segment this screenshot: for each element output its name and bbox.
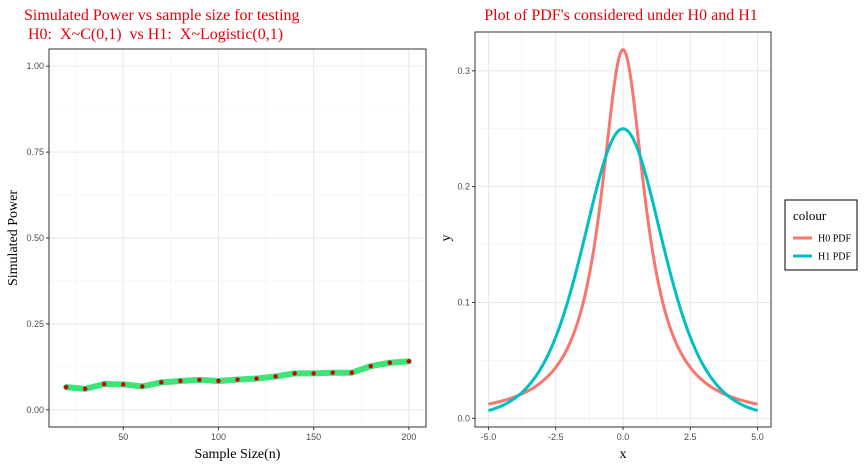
legend-label-h1-pdf: H1 PDF (818, 252, 852, 263)
power-chart-title-line2: H0: X~C(0,1) vs H1: X~Logistic(0,1) (24, 26, 283, 43)
power-point (140, 384, 145, 389)
power-point (121, 382, 126, 387)
power-chart-title-line1: Simulated Power vs sample size for testi… (24, 7, 300, 24)
pdf-chart-xlabel: x (620, 447, 627, 462)
power-y-tick-label: 0.00 (26, 405, 44, 415)
power-line (63, 358, 412, 392)
power-chart-xlabel: Sample Size(n) (195, 447, 281, 462)
power-y-tick-label: 0.75 (26, 147, 44, 157)
pdf-y-tick-label: 0.2 (457, 182, 470, 192)
power-point (159, 380, 164, 385)
pdf-y-tick-label: 0.0 (457, 413, 470, 423)
power-y-tick-label: 0.50 (26, 233, 44, 243)
h1-pdf-line (488, 127, 758, 413)
power-y-tick-label: 0.25 (26, 319, 44, 329)
power-point (216, 378, 221, 384)
power-chart: Simulated Power vs sample size for testi… (6, 7, 427, 462)
power-point (102, 381, 107, 387)
pdf-chart: Plot of PDF's considered under H0 and H1… (439, 7, 858, 462)
pdf-chart-series (488, 48, 758, 413)
pdf-x-tick-label: 0.0 (617, 432, 630, 442)
legend-box (784, 199, 858, 271)
pdf-y-tick-label: 0.3 (457, 66, 470, 76)
pdf-x-tick-label: 5.0 (751, 432, 764, 442)
power-point (311, 371, 316, 376)
pdf-chart-legend: colour H0 PDF H1 PDF (784, 199, 858, 271)
power-x-tick-label: 100 (211, 432, 226, 442)
legend-label-h0-pdf: H0 PDF (818, 234, 852, 245)
pdf-chart-grid (475, 32, 771, 427)
pdf-chart-ylabel: y (439, 235, 454, 242)
power-point (292, 371, 297, 376)
pdf-x-tick-label: -2.5 (548, 432, 564, 442)
pdf-x-tick-label: -5.0 (481, 432, 497, 442)
pdf-y-tick-label: 0.1 (457, 297, 470, 307)
pdf-x-tick-label: 2.5 (684, 432, 697, 442)
power-point (63, 384, 69, 390)
power-point (406, 359, 412, 364)
power-chart-ylabel: Simulated Power (6, 190, 21, 286)
power-y-tick-label: 1.00 (26, 61, 44, 71)
power-point (235, 377, 240, 382)
power-point (254, 376, 259, 381)
power-point (387, 360, 393, 365)
pdf-chart-axes: -5.0 -2.5 0.0 2.5 5.0 0.0 0.1 0.2 0.3 (457, 66, 763, 442)
power-chart-series (63, 358, 412, 392)
power-point (273, 374, 278, 379)
power-point (330, 370, 335, 375)
power-x-tick-label: 200 (401, 432, 416, 442)
power-point (368, 363, 373, 369)
power-x-tick-label: 50 (118, 432, 128, 442)
h0-pdf-line (488, 48, 758, 406)
pdf-chart-title: Plot of PDF's considered under H0 and H1 (484, 7, 758, 24)
legend-title: colour (793, 208, 827, 223)
power-chart-grid (49, 49, 426, 427)
power-point (82, 386, 88, 392)
power-point (349, 370, 354, 375)
power-point (197, 377, 202, 383)
power-chart-axes: 50 100 150 200 0.00 0.25 0.50 0.75 1.00 (26, 61, 416, 442)
power-point (178, 378, 183, 384)
power-x-tick-label: 150 (306, 432, 321, 442)
